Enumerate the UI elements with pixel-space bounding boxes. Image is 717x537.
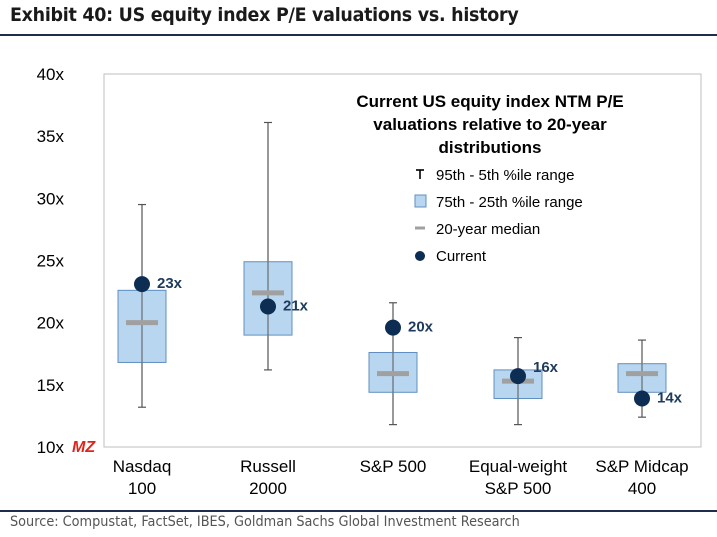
top-rule [0, 34, 717, 36]
category-label: S&P 500 [485, 479, 552, 498]
current-point [260, 298, 276, 315]
source-note: Source: Compustat, FactSet, IBES, Goldma… [10, 514, 520, 530]
legend-box-icon [414, 194, 427, 208]
current-value-label: 20x [408, 319, 434, 336]
current-point [385, 319, 401, 336]
inset-legend: Current US equity index NTM P/E valuation… [356, 92, 623, 265]
legend-current-icon [415, 251, 425, 261]
legend-entry: Current [436, 248, 487, 265]
legend-entry: 75th - 25th %ile range [436, 194, 583, 211]
category-label: S&P 500 [360, 457, 427, 476]
y-tick-label: 40x [37, 65, 65, 84]
category-label: 100 [128, 479, 156, 498]
bottom-rule [0, 510, 717, 512]
box-group: 21x [243, 121, 309, 371]
y-tick-label: 20x [37, 314, 65, 333]
current-value-label: 23x [157, 275, 183, 292]
y-tick-label: 15x [37, 376, 65, 395]
y-tick-label: 30x [37, 189, 65, 208]
box-series: 23x 21x 20x 16x 14x [117, 121, 683, 426]
box-group: 20x [368, 302, 434, 426]
category-label: Nasdaq [113, 457, 172, 476]
box-group: 14x [617, 339, 683, 418]
box-group: 16x [493, 336, 559, 426]
inset-title-line: distributions [439, 138, 542, 157]
legend-entry: 95th - 5th %ile range [436, 167, 574, 184]
chart-area: 10x 15x 20x 25x 30x 35x 40x 23x 21x 20x 16x 14x Na… [37, 65, 702, 498]
y-tick-label: 25x [37, 252, 65, 271]
plot-frame [103, 73, 702, 448]
y-axis: 10x 15x 20x 25x 30x 35x 40x [37, 65, 65, 457]
inset-title-line: valuations relative to 20-year [373, 115, 607, 134]
y-tick-label: 35x [37, 127, 65, 146]
category-label: Equal-weight [469, 457, 568, 476]
box-group: 23x [117, 203, 183, 408]
current-value-label: 14x [657, 390, 683, 407]
y-tick-label: 10x [37, 438, 65, 457]
category-label: 400 [628, 479, 656, 498]
legend-entry: 20-year median [436, 221, 540, 238]
category-label: S&P Midcap [595, 457, 688, 476]
current-point [510, 368, 526, 385]
current-point [134, 276, 150, 293]
x-axis: Nasdaq 100 Russell 2000 S&P 500 Equal-weight S… [113, 457, 689, 498]
current-value-label: 21x [283, 298, 309, 315]
category-label: 2000 [249, 479, 287, 498]
category-label: Russell [240, 457, 296, 476]
inset-title-line: Current US equity index NTM P/E [356, 92, 623, 111]
current-point [634, 390, 650, 407]
current-value-label: 16x [533, 359, 559, 376]
watermark-text: MZ [72, 439, 96, 456]
exhibit-title: Exhibit 40: US equity index P/E valuatio… [10, 4, 519, 26]
